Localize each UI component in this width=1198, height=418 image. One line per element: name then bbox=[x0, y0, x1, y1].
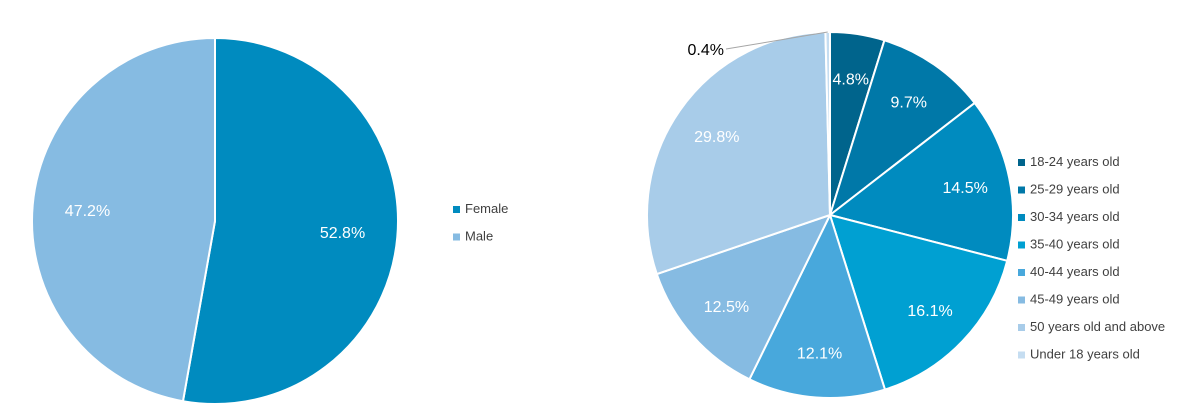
legend-label-18-24-years-old: 18-24 years old bbox=[1030, 154, 1120, 169]
data-label-female: 52.8% bbox=[320, 225, 365, 242]
legend-label-50-years-old-and-above: 50 years old and above bbox=[1030, 319, 1165, 334]
legend-swatch-50-years-old-and-above bbox=[1018, 324, 1025, 331]
legend-swatch-30-34-years-old bbox=[1018, 214, 1025, 221]
data-label-40-44-years-old: 12.1% bbox=[797, 346, 842, 363]
gender-pie-chart: 52.8% 47.2% bbox=[31, 36, 399, 405]
legend-label-45-49-years-old: 45-49 years old bbox=[1030, 292, 1120, 307]
pie-slice-25-29-years-old bbox=[828, 39, 977, 218]
data-label-45-49-years-old: 12.5% bbox=[704, 299, 749, 316]
pie-slice-30-34-years-old bbox=[827, 101, 1014, 263]
legend-label-under-18-years-old: Under 18 years old bbox=[1030, 347, 1140, 362]
pie-slice-male bbox=[31, 36, 216, 403]
pie-slice-40-44-years-old bbox=[748, 212, 887, 399]
data-label-50-years-old-and-above: 29.8% bbox=[694, 129, 739, 146]
data-label-25-29-years-old: 9.7% bbox=[890, 95, 926, 112]
pie-slice-female bbox=[181, 36, 399, 405]
pie-slice-45-49-years-old bbox=[655, 213, 832, 381]
legend-swatch-18-24-years-old bbox=[1018, 159, 1025, 166]
gender-legend: Female Male bbox=[453, 201, 508, 244]
age-pie-chart: 4.8% 9.7% 14.5% 16.1% 12.1% 12.5% 29.8% 0.4% bbox=[646, 30, 1014, 399]
legend-swatch-35-40-years-old bbox=[1018, 241, 1025, 249]
legend-label-40-44-years-old: 40-44 years old bbox=[1030, 264, 1120, 279]
pie-slice-50-years-old-and-above bbox=[646, 31, 832, 276]
legend-label-35-40-years-old: 35-40 years old bbox=[1030, 237, 1120, 252]
leader-line-under-18-years-old bbox=[725, 31, 828, 50]
data-label-30-34-years-old: 14.5% bbox=[942, 180, 987, 197]
legend-swatch-female bbox=[453, 206, 460, 213]
legend-label-30-34-years-old: 30-34 years old bbox=[1030, 209, 1120, 224]
legend-label-25-29-years-old: 25-29 years old bbox=[1030, 182, 1120, 197]
legend-swatch-25-29-years-old bbox=[1018, 186, 1025, 194]
pie-slice-35-40-years-old bbox=[828, 213, 1009, 391]
data-label-male: 47.2% bbox=[65, 203, 110, 220]
data-label-35-40-years-old: 16.1% bbox=[907, 303, 952, 320]
legend-swatch-under-18-years-old bbox=[1018, 351, 1025, 359]
legend-swatch-male bbox=[453, 233, 460, 241]
legend-label-female: Female bbox=[465, 201, 508, 216]
legend-swatch-40-44-years-old bbox=[1018, 269, 1025, 276]
data-label-under-18-years-old: 0.4% bbox=[688, 42, 724, 59]
legend-swatch-45-49-years-old bbox=[1018, 296, 1025, 304]
legend-label-male: Male bbox=[465, 229, 493, 244]
data-label-18-24-years-old: 4.8% bbox=[833, 72, 869, 89]
age-legend: 18-24 years old 25-29 years old 30-34 year… bbox=[1018, 154, 1165, 362]
